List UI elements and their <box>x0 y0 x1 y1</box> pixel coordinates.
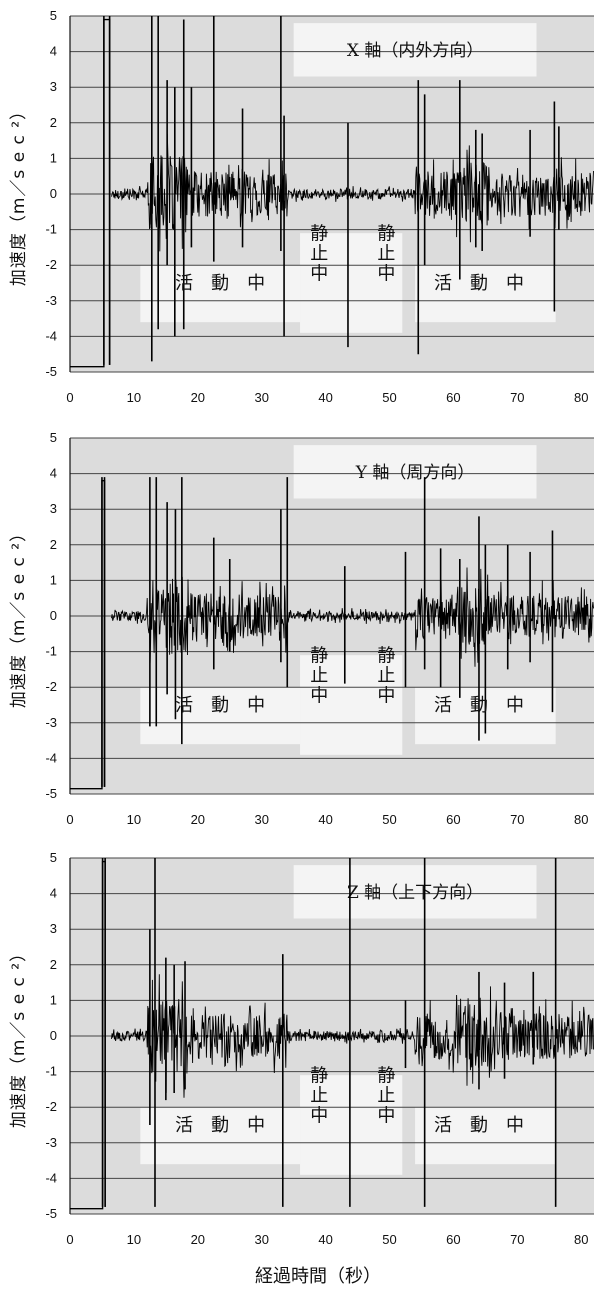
y-tick-label: 4 <box>50 466 57 481</box>
y-tick-label: 4 <box>50 44 57 59</box>
calibration-pulse <box>70 18 111 368</box>
annotation-band <box>300 655 403 755</box>
annotation-label: 静止中 <box>377 646 395 707</box>
x-tick-label: 0 <box>66 1232 73 1247</box>
y-axis-label: 加速度（m／s e c ²） <box>9 944 29 1128</box>
y-tick-label: 5 <box>50 430 57 445</box>
y-tick-label: -3 <box>45 293 57 308</box>
x-tick-label: 0 <box>66 812 73 827</box>
x-tick-label: 40 <box>318 812 332 827</box>
x-tick-label: 80 <box>574 812 588 827</box>
annotation-label: 静止中 <box>310 646 328 707</box>
x-tick-label: 60 <box>446 1232 460 1247</box>
y-tick-label: 0 <box>50 186 57 201</box>
y-tick-label: -2 <box>45 1099 57 1114</box>
x-tick-label: 60 <box>446 812 460 827</box>
y-axis-label: 加速度（m／s e c ²） <box>9 102 29 286</box>
x-tick-label: 70 <box>510 812 524 827</box>
y-tick-label: 5 <box>50 8 57 23</box>
title-band <box>293 865 537 919</box>
annotation-band <box>300 233 403 333</box>
signal-trace <box>111 974 594 1098</box>
y-tick-label: -4 <box>45 1170 57 1185</box>
annotation-label: 静止中 <box>377 1066 395 1127</box>
x-tick-label: 80 <box>574 1232 588 1247</box>
annotation-band <box>415 265 556 323</box>
y-tick-label: 5 <box>50 850 57 865</box>
y-tick-label: -3 <box>45 1135 57 1150</box>
annotation-label: 静止中 <box>310 224 328 285</box>
y-tick-label: 1 <box>50 572 57 587</box>
x-tick-label: 10 <box>127 1232 141 1247</box>
y-tick-label: -1 <box>45 222 57 237</box>
panel-title: Z 軸（上下方向） <box>347 883 483 903</box>
y-tick-label: -5 <box>45 1206 57 1221</box>
title-band <box>293 445 537 499</box>
x-tick-label: 50 <box>382 812 396 827</box>
annotation-band <box>415 1107 556 1165</box>
x-tick-label: 20 <box>191 390 205 405</box>
x-axis-label: 経過時間（秒） <box>255 1266 381 1287</box>
panel-title: X 軸（内外方向） <box>347 41 484 61</box>
calibration-pulse <box>70 860 106 1210</box>
annotation-label: 活 動 中 <box>175 273 265 294</box>
x-tick-label: 10 <box>127 812 141 827</box>
y-tick-label: 0 <box>50 1028 57 1043</box>
annotation-band <box>300 1075 403 1175</box>
y-tick-label: 1 <box>50 992 57 1007</box>
x-tick-label: 50 <box>382 390 396 405</box>
y-tick-label: -4 <box>45 328 57 343</box>
y-tick-label: -1 <box>45 644 57 659</box>
y-tick-label: -2 <box>45 257 57 272</box>
y-tick-label: -2 <box>45 679 57 694</box>
signal-trace <box>111 567 594 675</box>
annotation-band <box>140 1107 301 1165</box>
y-tick-label: -5 <box>45 786 57 801</box>
x-tick-label: 30 <box>254 390 268 405</box>
x-tick-label: 40 <box>318 1232 332 1247</box>
panel-title: Y 軸（周方向） <box>355 463 475 483</box>
y-tick-label: -5 <box>45 364 57 379</box>
annotation-label: 活 動 中 <box>175 1115 265 1136</box>
y-tick-label: 0 <box>50 608 57 623</box>
x-tick-label: 50 <box>382 1232 396 1247</box>
x-tick-label: 30 <box>254 812 268 827</box>
title-band <box>293 23 537 77</box>
y-tick-label: 2 <box>50 115 57 130</box>
annotation-label: 活 動 中 <box>175 695 265 716</box>
annotation-band <box>140 265 301 323</box>
y-tick-label: 2 <box>50 957 57 972</box>
x-tick-label: 40 <box>318 390 332 405</box>
y-tick-label: 2 <box>50 537 57 552</box>
annotation-label: 活 動 中 <box>434 1115 524 1136</box>
x-tick-label: 80 <box>574 390 588 405</box>
y-axis-label: 加速度（m／s e c ²） <box>9 524 29 708</box>
y-tick-label: 3 <box>50 921 57 936</box>
x-tick-label: 70 <box>510 390 524 405</box>
x-tick-label: 20 <box>191 812 205 827</box>
annotation-band <box>140 687 301 745</box>
y-tick-label: 1 <box>50 150 57 165</box>
y-tick-label: -4 <box>45 750 57 765</box>
annotation-label: 静止中 <box>377 224 395 285</box>
annotation-label: 活 動 中 <box>434 273 524 294</box>
annotation-label: 活 動 中 <box>434 695 524 716</box>
y-tick-label: 3 <box>50 501 57 516</box>
x-tick-label: 0 <box>66 390 73 405</box>
y-tick-label: -1 <box>45 1064 57 1079</box>
x-tick-label: 10 <box>127 390 141 405</box>
y-tick-label: -3 <box>45 715 57 730</box>
x-tick-label: 30 <box>254 1232 268 1247</box>
x-tick-label: 70 <box>510 1232 524 1247</box>
calibration-pulse <box>70 480 106 790</box>
x-tick-label: 20 <box>191 1232 205 1247</box>
y-tick-label: 3 <box>50 79 57 94</box>
x-tick-label: 60 <box>446 390 460 405</box>
y-tick-label: 4 <box>50 886 57 901</box>
annotation-label: 静止中 <box>310 1066 328 1127</box>
